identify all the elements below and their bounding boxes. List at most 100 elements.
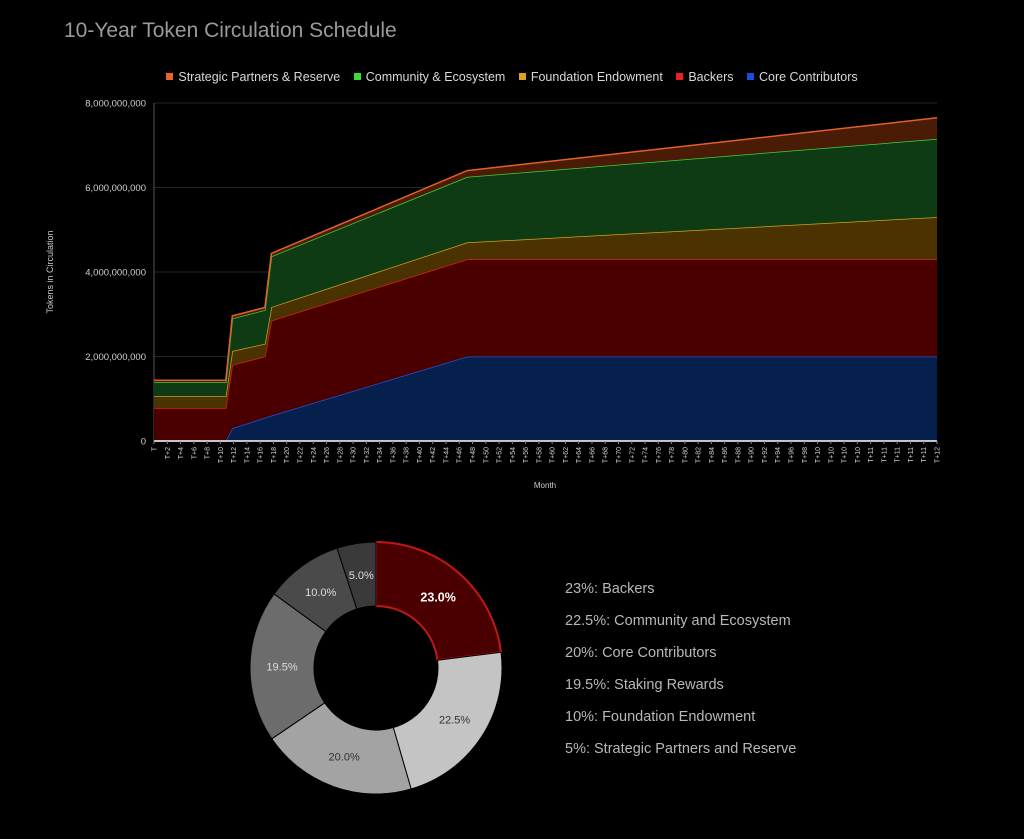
x-tick-label: T+78 (669, 447, 676, 463)
legend-label: Community & Ecosystem (365, 70, 506, 84)
legend-item-strategic-partners[interactable]: Strategic Partners & Reserve (166, 70, 340, 84)
donut-slice (271, 702, 412, 795)
x-tick-label: T+11 (921, 447, 928, 463)
x-tick-label: T+48 (470, 447, 477, 463)
area-backers (154, 259, 937, 441)
x-tick-label: T+88 (735, 447, 742, 463)
x-tick-label: T+92 (762, 447, 769, 463)
allocation-breakdown: 23%: Backers 22.5%: Community and Ecosys… (565, 578, 796, 770)
x-tick-label: T+94 (775, 447, 782, 463)
x-tick-label: T+40 (417, 447, 424, 463)
x-tick-label: T+10 (828, 447, 835, 463)
x-tick-label: T+6 (191, 447, 198, 459)
breakdown-item: 10%: Foundation Endowment (565, 709, 756, 725)
x-tick-label: T+12 (231, 447, 238, 463)
x-tick-label: T+96 (789, 447, 796, 463)
x-tick-label: T+50 (483, 447, 490, 463)
x-tick-label: T+54 (510, 447, 517, 463)
x-tick-label: T+86 (722, 447, 729, 463)
x-tick-label: T+8 (205, 447, 212, 459)
donut-slice (336, 541, 377, 610)
x-tick-label: T+14 (244, 447, 251, 463)
x-tick-label: T+16 (258, 447, 265, 463)
area-chart: Tokens in Circulation Month 0 2,000,000,0… (45, 99, 942, 491)
y-tick-label: 4,000,000,000 (85, 268, 146, 279)
legend-swatch (518, 73, 526, 80)
legend-item-community[interactable]: Community & Ecosystem (353, 70, 506, 84)
x-tick-label: T+34 (377, 447, 384, 463)
donut-slice (392, 651, 503, 790)
breakdown-item: 5%: Strategic Partners and Reserve (565, 741, 797, 757)
legend-label: Core Contributors (758, 70, 858, 84)
breakdown-item: 23%: Backers (565, 581, 655, 597)
x-tick-label: T+90 (749, 447, 756, 463)
breakdown-item: 19.5%: Staking Rewards (565, 677, 724, 693)
x-tick-label: T+60 (550, 447, 557, 463)
y-tick-label: 8,000,000,000 (85, 99, 146, 110)
area-core-contributors (154, 356, 937, 441)
chart-legend: Strategic Partners & Reserve Community &… (0, 70, 1024, 84)
area-strategic-partners-reserve (154, 117, 937, 383)
legend-item-backers[interactable]: Backers (676, 70, 734, 84)
breakdown-item: 22.5%: Community and Ecosystem (565, 613, 791, 629)
y-axis-label: Tokens in Circulation (45, 230, 55, 313)
x-tick-label: T+26 (324, 447, 331, 463)
x-tick-label: T+22 (298, 447, 305, 463)
x-tick-label: T+20 (284, 447, 291, 463)
x-tick-label: T+11 (908, 447, 915, 463)
x-tick-label: T+58 (536, 447, 543, 463)
x-axis-label: Month (534, 481, 556, 490)
donut-slice (375, 540, 503, 662)
donut-slice-label: 10.0% (305, 587, 336, 599)
x-tick-label: T+10 (842, 447, 849, 463)
x-tick-label: T+70 (616, 447, 623, 463)
legend-swatch (746, 73, 754, 80)
area-foundation-endowment (154, 217, 937, 408)
donut-slice-label: 22.5% (439, 715, 470, 727)
x-tick-label: T+62 (563, 447, 570, 463)
legend-swatch (166, 73, 174, 80)
legend-item-foundation[interactable]: Foundation Endowment (518, 70, 663, 84)
y-tick-label: 2,000,000,000 (85, 352, 146, 363)
x-tick-label: T+10 (855, 447, 862, 463)
legend-label: Backers (688, 70, 734, 84)
breakdown-item: 20%: Core Contributors (565, 645, 717, 661)
donut-slice-label: 5.0% (349, 570, 374, 582)
donut-slice-label: 19.5% (266, 662, 297, 674)
x-tick-label: T+44 (444, 447, 451, 463)
x-tick-label: T+11 (895, 447, 902, 463)
x-tick-label: T+82 (696, 447, 703, 463)
x-tick-label: T+76 (656, 447, 663, 463)
donut-slice-label: 23.0% (420, 590, 455, 604)
legend-label: Foundation Endowment (530, 70, 663, 84)
x-tick-label: T+36 (390, 447, 397, 463)
x-tick-label: T (152, 446, 159, 451)
x-tick-label: T+18 (271, 447, 278, 463)
x-tick-label: T+98 (802, 447, 809, 463)
x-tick-label: T+52 (497, 447, 504, 463)
legend-swatch (676, 73, 684, 80)
x-tick-label: T+68 (603, 447, 610, 463)
x-tick-label: T+32 (364, 447, 371, 463)
donut-chart: 23.0% 22.5% 20.0% 19.5% 10.0% 5.0% (249, 540, 503, 795)
area-community-ecosystem (154, 138, 937, 397)
chart-title: 10-Year Token Circulation Schedule (64, 19, 397, 42)
x-tick-label: T+66 (589, 447, 596, 463)
x-tick-label: T+4 (178, 447, 185, 459)
x-tick-label: T+80 (682, 447, 689, 463)
series-line (154, 117, 938, 381)
x-tick-label: T+56 (523, 447, 530, 463)
donut-slice (249, 593, 327, 740)
x-tick-label: T+11 (868, 447, 875, 463)
x-tick-label: T+11 (881, 447, 888, 463)
donut-slice-label: 20.0% (329, 751, 360, 763)
x-tick-label: T+30 (351, 447, 358, 463)
legend-label: Strategic Partners & Reserve (178, 70, 341, 84)
x-tick-label: T+2 (165, 447, 172, 459)
legend-item-core-contributors[interactable]: Core Contributors (746, 70, 858, 84)
x-tick-label: T+10 (218, 447, 225, 463)
y-tick-label: 6,000,000,000 (85, 183, 146, 194)
x-tick-label: T+12 (935, 447, 942, 463)
y-tick-label: 0 (141, 437, 146, 448)
x-tick-label: T+28 (337, 447, 344, 463)
